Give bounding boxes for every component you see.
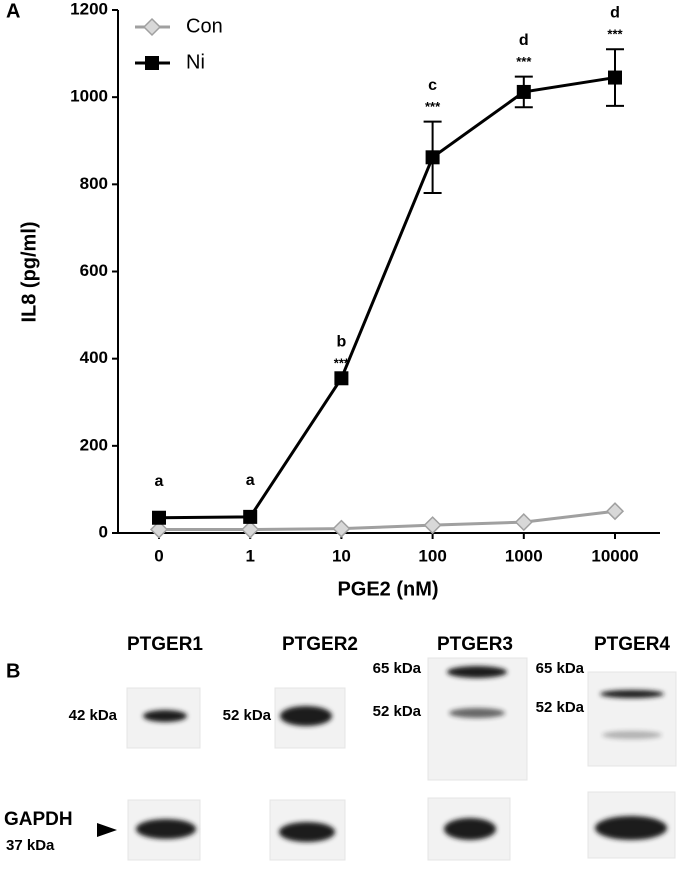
band-size: 52 kDa (373, 703, 422, 720)
data-point (514, 513, 533, 532)
blot (427, 657, 528, 781)
band (279, 822, 335, 842)
group-letter: a (155, 473, 164, 490)
group-letter: d (519, 32, 529, 49)
data-point (516, 84, 531, 99)
group-letter: b (337, 333, 347, 350)
data-point (423, 516, 442, 535)
data-point (334, 371, 349, 386)
y-tick-label: 200 (80, 435, 108, 454)
legend-label: Ni (186, 51, 205, 73)
y-tick-label: 1200 (70, 0, 108, 18)
significance: *** (334, 356, 350, 371)
y-tick-label: 1000 (70, 87, 108, 106)
y-tick-label: 800 (80, 174, 108, 193)
band (143, 710, 187, 722)
group-letter: d (610, 4, 620, 21)
x-tick-label: 10 (332, 546, 351, 565)
data-point (149, 520, 169, 539)
legend-label: Con (186, 15, 223, 37)
x-tick-label: 10000 (591, 546, 638, 565)
band (602, 731, 662, 739)
significance: *** (425, 99, 441, 114)
y-axis-label: IL8 (pg/ml) (18, 221, 40, 322)
data-point (241, 520, 260, 539)
y-tick-label: 0 (99, 522, 108, 541)
significance: *** (516, 54, 532, 69)
band-size: 42 kDa (69, 707, 118, 724)
control-name: GAPDH (4, 809, 73, 830)
target-name: PTGER1 (127, 634, 203, 655)
panel-label: A (6, 0, 20, 22)
group-letter: c (428, 77, 437, 94)
x-tick-label: 1 (245, 546, 254, 565)
legend-marker (142, 17, 162, 37)
data-point (243, 509, 258, 524)
significance: *** (607, 27, 623, 42)
x-tick-label: 100 (418, 546, 446, 565)
band (280, 706, 332, 726)
band (136, 819, 196, 839)
data-point (332, 519, 351, 538)
series-line (159, 509, 616, 532)
x-tick-label: 0 (154, 546, 163, 565)
data-point (608, 70, 622, 85)
data-point (425, 150, 440, 165)
x-axis-label: PGE2 (nM) (337, 578, 438, 600)
data-point (605, 502, 625, 521)
target-name: PTGER2 (282, 634, 358, 655)
y-tick-label: 400 (80, 348, 108, 367)
band-size: 52 kDa (536, 699, 585, 716)
band (449, 708, 505, 718)
band-size: 65 kDa (373, 660, 422, 677)
blot (587, 671, 677, 767)
data-point (152, 510, 166, 525)
control-size: 37 kDa (6, 837, 55, 854)
series-line (158, 76, 616, 520)
band (444, 818, 496, 840)
band-size: 52 kDa (223, 707, 272, 724)
band (595, 816, 667, 840)
arrowhead (97, 823, 117, 837)
band-size: 65 kDa (536, 660, 585, 677)
band (600, 690, 664, 698)
band (447, 666, 507, 678)
y-tick-label: 600 (80, 261, 108, 280)
panel-label: B (6, 660, 20, 682)
legend-marker (145, 56, 159, 70)
x-tick-label: 1000 (505, 546, 543, 565)
target-name: PTGER3 (437, 634, 513, 655)
group-letter: a (246, 472, 255, 489)
target-name: PTGER4 (594, 634, 670, 655)
